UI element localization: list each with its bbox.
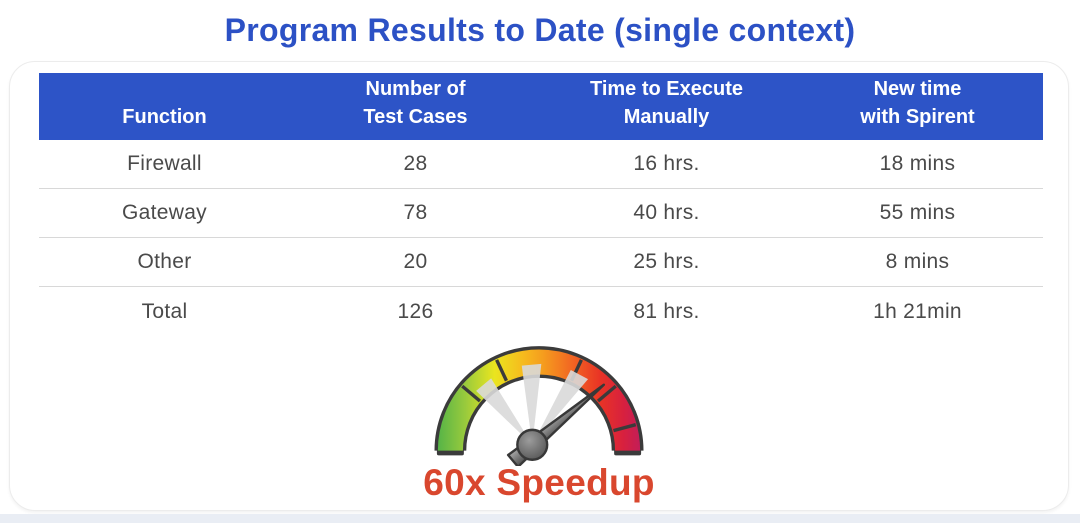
cell-function: Other [137, 250, 192, 273]
cell-manual-time: 16 hrs. [633, 152, 700, 175]
cell-spirent-time: 8 mins [885, 250, 950, 273]
cell-manual-time: 81 hrs. [633, 299, 700, 323]
column-header-manual-time: Time to Execute Manually [589, 78, 744, 128]
cell-test-cases: 20 [403, 250, 428, 273]
table-row-other: Other 20 25 hrs. 8 mins [39, 238, 1043, 287]
table-row-total: Total 126 81 hrs. 1h 21min [39, 287, 1043, 336]
cell-manual-time: 25 hrs. [633, 250, 700, 273]
speedup-caption: 60x Speedup [423, 462, 655, 503]
column-header-spirent-time: New time with Spirent [860, 78, 975, 128]
cell-test-cases: 78 [403, 201, 428, 224]
table-row-gateway: Gateway 78 40 hrs. 55 mins [39, 189, 1043, 238]
cell-spirent-time: 1h 21min [873, 299, 962, 323]
bottom-edge-strip [0, 514, 1080, 523]
cell-test-cases: 28 [403, 152, 428, 175]
cell-manual-time: 40 hrs. [633, 201, 700, 224]
cell-function: Gateway [122, 201, 207, 224]
table-header-row: Function Number of Test Cases Time to Ex… [39, 73, 1043, 140]
cell-function: Firewall [127, 152, 202, 175]
cell-spirent-time: 55 mins [879, 201, 956, 224]
results-table: Function Number of Test Cases Time to Ex… [39, 73, 1043, 336]
table-row-firewall: Firewall 28 16 hrs. 18 mins [39, 140, 1043, 189]
column-header-test-cases: Number of Test Cases [363, 78, 468, 128]
cell-test-cases: 126 [397, 299, 434, 323]
cell-function: Total [141, 299, 188, 323]
page-title: Program Results to Date (single context) [224, 12, 856, 48]
column-header-function: Function [122, 106, 207, 128]
cell-spirent-time: 18 mins [879, 152, 956, 175]
results-card: Function Number of Test Cases Time to Ex… [9, 61, 1069, 511]
speedometer-icon [423, 335, 655, 469]
